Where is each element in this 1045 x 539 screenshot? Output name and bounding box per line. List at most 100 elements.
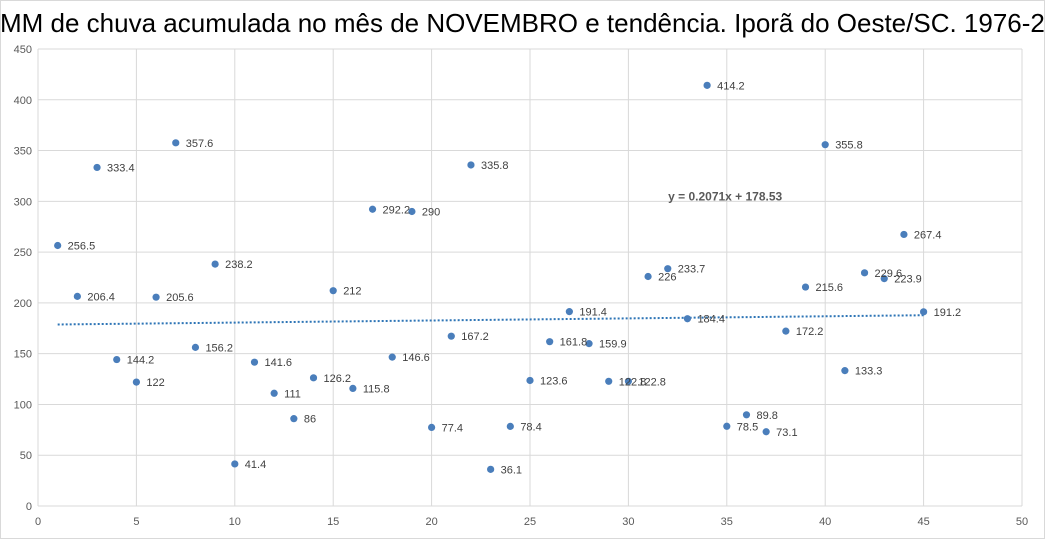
data-label: 41.4 — [245, 459, 266, 471]
x-axis-ticks: 0 5 10 15 20 25 30 35 40 45 50 — [35, 516, 1028, 528]
data-point — [467, 161, 475, 169]
data-point — [506, 422, 514, 430]
data-label: 167.2 — [461, 331, 489, 343]
data-point — [683, 315, 692, 323]
y-tick-label: 0 — [26, 501, 32, 513]
x-tick-label: 35 — [721, 516, 733, 528]
data-point — [801, 283, 810, 291]
x-tick-label: 20 — [425, 516, 437, 528]
data-label: 191.2 — [934, 307, 962, 319]
data-point — [546, 338, 554, 346]
data-point — [388, 353, 396, 361]
data-point — [447, 332, 455, 340]
data-point — [664, 265, 672, 273]
data-point — [487, 465, 495, 473]
x-tick-label: 15 — [327, 516, 339, 528]
data-point — [132, 378, 140, 386]
x-tick-label: 30 — [622, 516, 634, 528]
x-tick-label: 5 — [133, 516, 139, 528]
gridlines — [37, 48, 1023, 507]
data-label: 206.4 — [87, 291, 115, 303]
data-point — [408, 207, 416, 216]
x-tick-label: 0 — [35, 516, 41, 528]
data-point — [762, 428, 770, 436]
data-labels: 256.5 206.4 333.4 144.2 122 205.6 357.6 156.2 23… — [68, 80, 961, 476]
data-label: 267.4 — [914, 229, 942, 241]
data-point — [624, 377, 633, 385]
data-points — [54, 81, 928, 473]
x-tick-label: 45 — [917, 516, 929, 528]
data-point — [920, 308, 928, 316]
data-label: 172.2 — [796, 326, 824, 338]
data-label: 355.8 — [835, 140, 863, 152]
trendline — [57, 314, 924, 326]
data-label: 77.4 — [442, 422, 463, 434]
data-label: 73.1 — [776, 427, 797, 439]
data-point — [723, 422, 731, 430]
x-tick-label: 40 — [819, 516, 831, 528]
trendline-equation: y = 0.2071x + 178.53 — [668, 189, 782, 203]
data-label: 226 — [658, 271, 676, 283]
data-label: 335.8 — [481, 160, 509, 172]
data-point — [605, 377, 613, 385]
data-point — [526, 376, 534, 385]
data-label: 86 — [304, 414, 316, 426]
data-label: 126.2 — [324, 373, 352, 385]
x-tick-label: 50 — [1016, 516, 1028, 528]
data-label: 122.8 — [638, 376, 666, 388]
data-label: 122 — [146, 377, 164, 389]
data-label: 233.7 — [678, 264, 706, 276]
data-label: 238.2 — [225, 259, 253, 271]
data-label: 122.8 — [619, 376, 647, 388]
data-point — [231, 460, 239, 468]
y-tick-label: 300 — [14, 196, 32, 208]
data-point — [329, 287, 337, 295]
x-tick-label: 25 — [524, 516, 536, 528]
data-label: 184.4 — [697, 314, 725, 326]
data-point — [73, 292, 81, 300]
y-axis-ticks: 0 50 100 150 200 250 300 350 400 450 — [14, 44, 32, 513]
data-label: 292.2 — [383, 204, 411, 216]
data-point — [349, 384, 357, 392]
data-label: 414.2 — [717, 80, 745, 92]
y-tick-label: 250 — [14, 247, 32, 259]
data-label: 223.9 — [894, 274, 922, 286]
data-label: 333.4 — [107, 162, 135, 174]
data-point — [270, 389, 278, 397]
y-tick-label: 350 — [14, 146, 32, 158]
data-point — [250, 358, 259, 366]
data-label: 229.6 — [875, 268, 903, 280]
data-label: 205.6 — [166, 292, 194, 304]
data-label: 159.9 — [599, 339, 627, 351]
data-point — [880, 275, 888, 283]
data-point — [152, 293, 160, 301]
y-tick-label: 50 — [20, 450, 32, 462]
data-point — [703, 81, 711, 89]
data-point — [211, 260, 219, 268]
data-label: 111 — [284, 388, 301, 400]
data-label: 256.5 — [68, 241, 96, 253]
x-tick-label: 10 — [229, 516, 241, 528]
chart-title: MM de chuva acumulada no mês de NOVEMBRO… — [0, 8, 1045, 38]
data-label: 78.4 — [520, 421, 541, 433]
data-point — [900, 230, 908, 239]
data-point — [428, 423, 436, 431]
data-label: 115.8 — [363, 383, 390, 395]
data-point — [191, 343, 200, 351]
data-point — [290, 415, 298, 423]
data-point — [585, 340, 593, 348]
data-label: 215.6 — [816, 282, 844, 294]
data-point — [368, 205, 377, 213]
data-label: 156.2 — [205, 342, 233, 354]
data-point — [565, 308, 573, 316]
data-point — [113, 355, 121, 364]
y-tick-label: 400 — [14, 95, 32, 107]
y-tick-label: 150 — [14, 349, 32, 361]
y-tick-label: 100 — [14, 399, 32, 411]
data-point — [172, 139, 180, 147]
data-point — [841, 367, 849, 375]
data-label: 144.2 — [127, 355, 155, 367]
data-label: 36.1 — [501, 464, 522, 476]
data-label: 141.6 — [264, 357, 292, 369]
